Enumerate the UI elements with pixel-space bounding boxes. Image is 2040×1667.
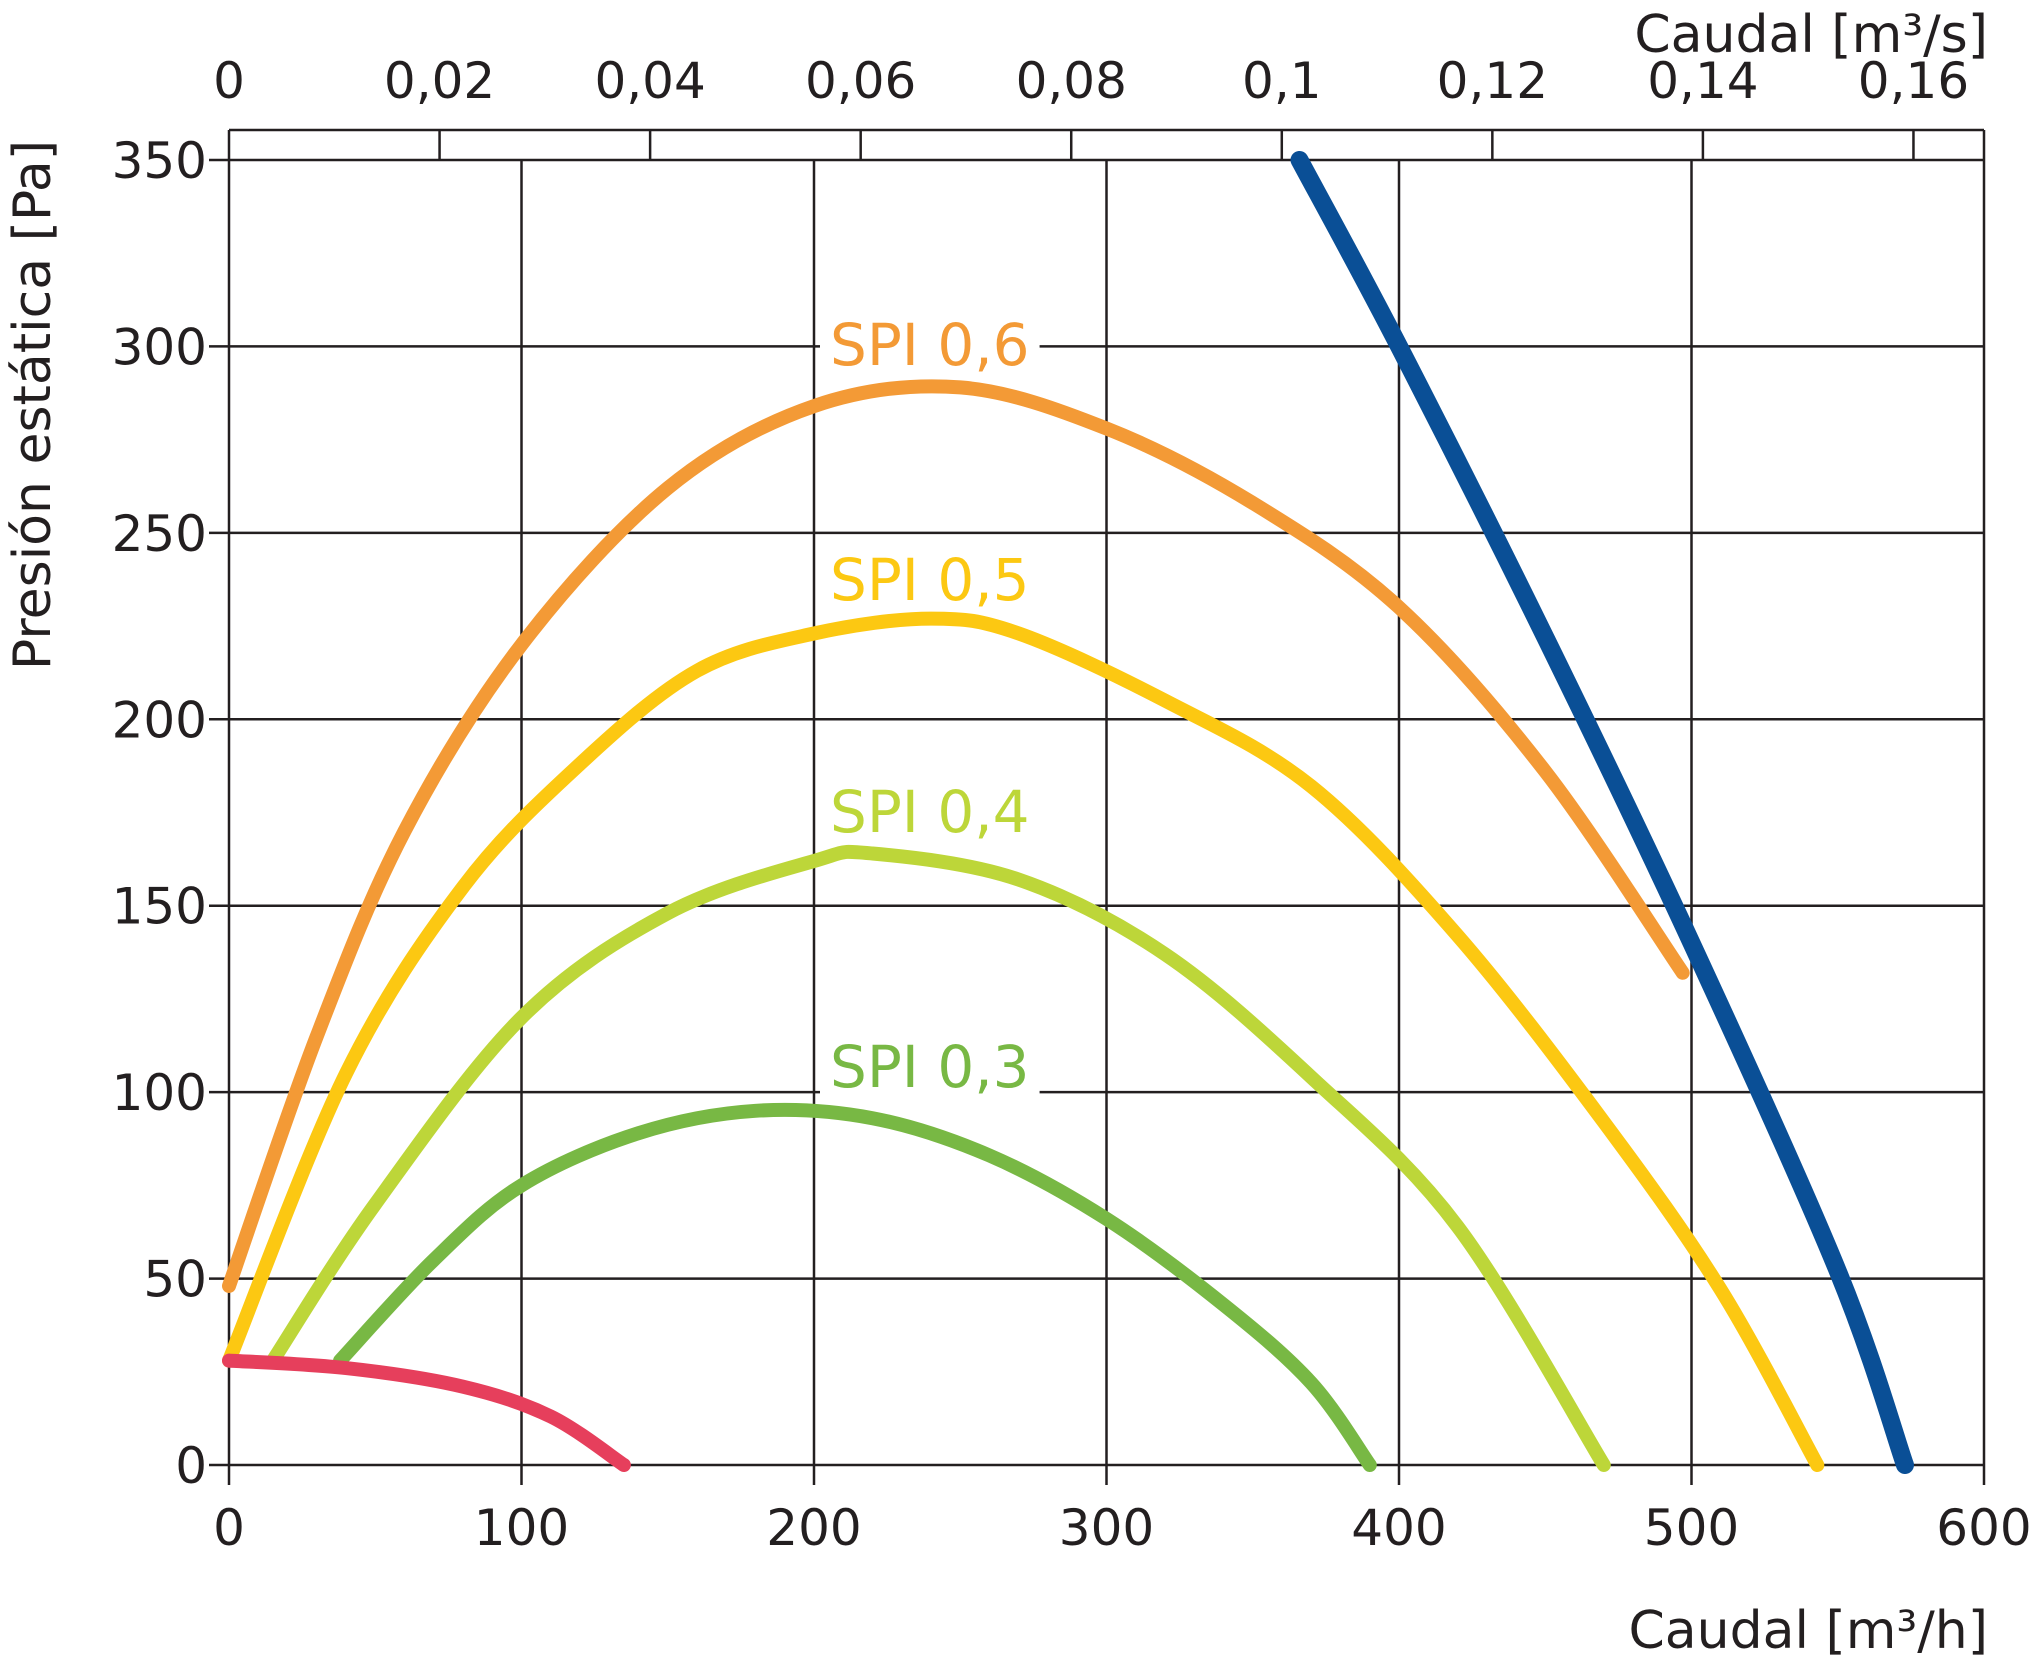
x2-tick-label: 0,08: [1016, 52, 1127, 110]
series-label-3: SPI 0,3: [830, 1033, 1030, 1101]
x2-tick-label: 0,02: [384, 52, 495, 110]
x2-tick-label: 0,16: [1858, 52, 1969, 110]
x2-tick-label: 0,14: [1647, 52, 1758, 110]
x2-tick-label: 0: [213, 52, 245, 110]
series-label-bg-0: [820, 315, 1040, 375]
x-axis-title: Caudal [m³/h]: [1628, 1601, 1988, 1661]
x-tick-label: 600: [1936, 1499, 2031, 1557]
series-line-3: [333, 1102, 1377, 1472]
x2-tick-label: 0,04: [594, 52, 705, 110]
y-tick-label: 50: [143, 1251, 207, 1309]
x-tick-label: 400: [1351, 1499, 1446, 1557]
x2-tick-label: 0,06: [805, 52, 916, 110]
series-line-2: [265, 844, 1611, 1472]
series-label-bg-2: [820, 782, 1040, 842]
x2-axis-title: Caudal [m³/s]: [1634, 5, 1988, 65]
series-line-4: [222, 1353, 631, 1472]
y-tick-label: 300: [112, 318, 207, 376]
y-tick-label: 100: [112, 1064, 207, 1122]
series-lines: [222, 151, 1914, 1474]
x-tick-label: 500: [1644, 1499, 1739, 1557]
tick-labels: 0 100 200 300 400 500 600 0 50 100 150 200 250 300 350…: [112, 52, 2032, 1557]
y-tick-label: 200: [112, 691, 207, 749]
series-line-1: [222, 611, 1825, 1472]
y-tick-label: 250: [112, 505, 207, 563]
y-tick-label: 350: [112, 132, 207, 190]
series-label-1: SPI 0,5: [830, 546, 1030, 614]
x2-tick-label: 0,1: [1242, 52, 1322, 110]
x2-tick-label: 0,12: [1437, 52, 1548, 110]
y-tick-label: 0: [175, 1437, 207, 1495]
series-label-0: SPI 0,6: [830, 311, 1030, 379]
series-line-0: [222, 379, 1690, 1293]
series-label-bg-1: [820, 550, 1040, 610]
series-labels: SPI 0,6 SPI 0,5 SPI 0,4 SPI 0,3: [820, 311, 1040, 1101]
y-axis-title: Presión estática [Pa]: [3, 140, 63, 670]
series-label-2: SPI 0,4: [830, 778, 1030, 846]
y-tick-label: 150: [112, 878, 207, 936]
x-tick-label: 300: [1059, 1499, 1154, 1557]
series-line-5: [1290, 151, 1914, 1474]
x-tick-label: 200: [766, 1499, 861, 1557]
series-label-bg-3: [820, 1037, 1040, 1097]
x-tick-label: 0: [213, 1499, 245, 1557]
grid: [209, 128, 1986, 1485]
x-tick-label: 100: [474, 1499, 569, 1557]
